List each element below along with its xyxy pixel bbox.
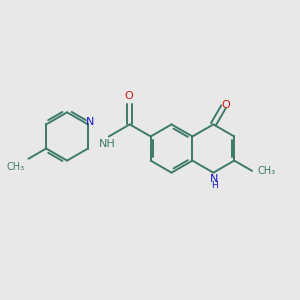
Text: O: O bbox=[221, 100, 230, 110]
Text: CH₃: CH₃ bbox=[257, 166, 275, 176]
Text: CH₃: CH₃ bbox=[7, 162, 25, 172]
Text: NH: NH bbox=[99, 140, 116, 149]
Text: N: N bbox=[210, 174, 219, 184]
Text: N: N bbox=[86, 117, 94, 127]
Text: H: H bbox=[212, 182, 218, 190]
Text: O: O bbox=[125, 91, 134, 101]
